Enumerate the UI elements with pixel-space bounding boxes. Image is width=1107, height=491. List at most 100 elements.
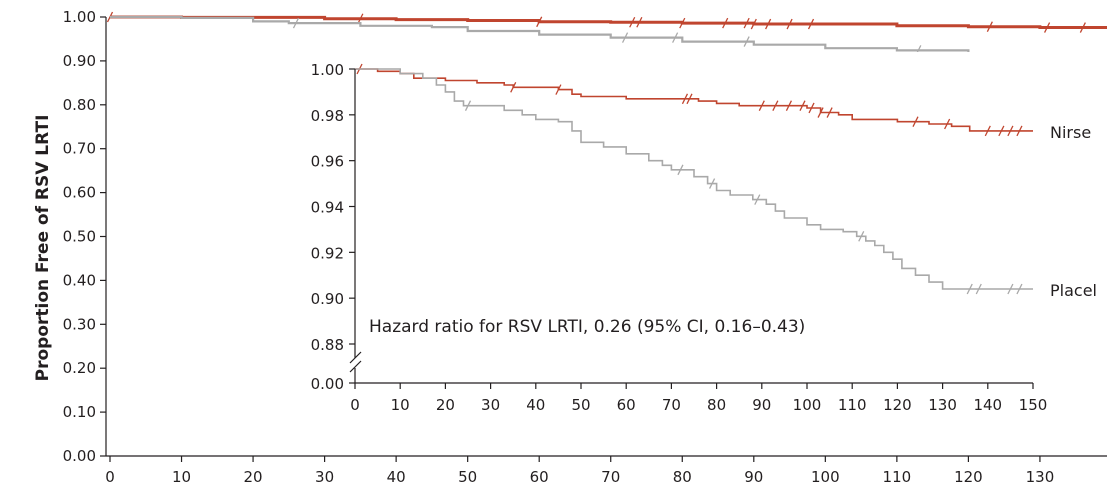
main-x-tick-label: 70 (601, 468, 620, 486)
nirse-censor-mark (984, 125, 991, 137)
inset-x-tick-label: 80 (707, 396, 726, 414)
main-x-tick-label: 40 (387, 468, 406, 486)
main-treatment-censor-mark (786, 18, 793, 30)
placel-survival-curve (355, 68, 1033, 290)
nirse-censor-mark (1007, 125, 1014, 137)
main-axes: 0.00 0.10 0.20 0.30 0.40 0.50 0.60 0.70 0.80 0.90… (63, 8, 1107, 486)
nirse-censor-mark (555, 84, 562, 95)
inset-y-break-label: 0.00 (311, 375, 344, 393)
inset-y-tick-label: 0.88 (311, 336, 344, 354)
inset-y-tick-label: 0.90 (311, 290, 344, 308)
placel-censor-mark (677, 164, 684, 176)
main-y-tick-label: 0.70 (63, 140, 96, 158)
main-y-tick-label: 0.80 (63, 96, 96, 114)
main-treatment-censor-mark (722, 17, 729, 29)
main-treatment-censor-mark (750, 18, 757, 30)
inset-axis-break-mark (349, 360, 362, 373)
inset-axes: 0.88 0.90 0.92 0.94 0.96 0.98 1.00 0.00 0 10 20 30 4… (311, 61, 1048, 414)
inset-x-tick-label: 40 (526, 396, 545, 414)
nirse-censor-mark (817, 107, 824, 118)
main-treatment-censor-mark (1079, 22, 1086, 33)
inset-x-tick-label: 20 (436, 396, 455, 414)
main-treatment-censor-mark (536, 16, 543, 28)
main-treatment-censor-mark (743, 17, 750, 29)
nirse-censor-mark (799, 100, 806, 111)
inset-x-tick-label: 0 (350, 396, 360, 414)
main-y-tick-label: 0.20 (63, 359, 96, 377)
inset-x-tick-label: 10 (391, 396, 410, 414)
inset-x-tick-label: 30 (481, 396, 500, 414)
main-treatment-censor-mark (765, 18, 772, 30)
main-control-survival-curve (110, 15, 1107, 60)
inset-y-tick-label: 0.94 (311, 199, 344, 217)
inset-axis-break-mark (349, 351, 362, 364)
inset-series-layer (355, 63, 1033, 295)
placel-censor-mark (754, 194, 761, 205)
nirse-censor-mark (510, 82, 517, 93)
inset-x-tick-label: 120 (883, 396, 912, 414)
main-treatment-censor-mark (986, 21, 993, 32)
nirse-censor-mark (681, 93, 689, 105)
placel-censor-mark (975, 283, 982, 295)
main-treatment-censor-mark (807, 18, 815, 30)
inset-x-tick-label: 140 (973, 396, 1002, 414)
hazard-ratio-annotation: Hazard ratio for RSV LRTI, 0.26 (95% CI,… (369, 317, 805, 337)
main-x-tick-label: 110 (883, 468, 912, 486)
inset-y-tick-label: 1.00 (311, 61, 344, 79)
nirse-survival-curve (355, 68, 1033, 132)
nirse-censor-mark (826, 107, 833, 118)
main-y-tick-label: 0.60 (63, 184, 96, 202)
main-y-tick-label: 0.00 (63, 447, 96, 465)
inset-x-tick-label: 100 (793, 396, 822, 414)
nirse-censor-mark (772, 100, 779, 111)
inset-y-tick-label: 0.98 (311, 107, 344, 125)
nirse-censor-mark (998, 125, 1005, 137)
placel-censor-mark (1016, 283, 1023, 295)
main-control-censor-mark (672, 32, 679, 43)
main-y-tick-label: 0.10 (63, 403, 96, 421)
inset-y-tick-label: 0.96 (311, 153, 344, 171)
nirse-censor-mark (1016, 125, 1023, 137)
inset-plot: 0.88 0.90 0.92 0.94 0.96 0.98 1.00 0.00 0 10 20 30 4… (283, 52, 1107, 422)
inset-x-tick-label: 50 (571, 396, 590, 414)
inset-x-tick-label: 130 (928, 396, 957, 414)
main-x-tick-label: 80 (673, 468, 692, 486)
placel-censor-mark (966, 283, 973, 295)
placel-censor-mark (1007, 283, 1014, 295)
main-y-tick-label: 1.00 (63, 8, 96, 26)
main-x-tick-label: 120 (954, 468, 983, 486)
inset-x-tick-label: 110 (838, 396, 867, 414)
main-x-tick-label: 10 (172, 468, 191, 486)
nirse-censor-mark (944, 118, 951, 130)
main-treatment-survival-curve (110, 15, 1107, 29)
y-axis-title: Proportion Free of RSV LRTI (33, 115, 53, 382)
series-label-nirse: Nirse (1050, 123, 1091, 142)
placel-censor-mark (858, 231, 865, 242)
placel-censor-mark (708, 178, 716, 189)
nirse-censor-mark (785, 100, 793, 111)
inset-background (283, 52, 1107, 422)
nirse-censor-mark (758, 100, 765, 111)
series-label-placebo: Placel (1050, 281, 1097, 300)
inset-x-tick-label: 90 (752, 396, 771, 414)
main-treatment-censor-mark (1044, 22, 1051, 33)
placel-censor-mark (464, 100, 472, 111)
main-x-tick-label: 0 (105, 468, 115, 486)
nirse-censor-mark (912, 116, 919, 127)
main-treatment-censor-mark (636, 16, 643, 28)
main-control-censor-mark (292, 17, 300, 29)
nirse-censor-mark (808, 102, 815, 114)
main-control-censor-mark (743, 36, 750, 47)
inset-x-tick-label: 60 (617, 396, 636, 414)
main-x-tick-label: 60 (530, 468, 549, 486)
main-x-tick-label: 130 (1026, 468, 1055, 486)
main-y-tick-label: 0.50 (63, 228, 96, 246)
main-y-tick-label: 0.90 (63, 52, 96, 70)
main-y-tick-label: 0.30 (63, 315, 96, 333)
main-control-censor-mark (621, 32, 629, 43)
inset-y-tick-label: 0.92 (311, 244, 344, 262)
main-x-tick-label: 50 (458, 468, 477, 486)
inset-x-tick-label: 70 (662, 396, 681, 414)
nirse-censor-mark (686, 93, 693, 105)
